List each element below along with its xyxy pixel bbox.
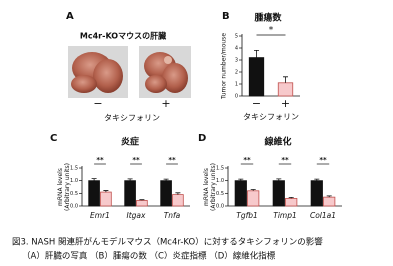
x-axis-label: タキシフォリン bbox=[243, 113, 299, 122]
y-axis-label: (Arbitrary units) bbox=[64, 163, 71, 211]
significance-label: ** bbox=[132, 156, 140, 164]
y-tick-label: 1.5 bbox=[216, 166, 224, 172]
y-tick-label: 5 bbox=[235, 34, 238, 40]
condition-label: + bbox=[161, 97, 170, 110]
bar bbox=[88, 180, 100, 207]
x-tick-label: Tnfa bbox=[164, 211, 181, 220]
caption: （A）肝臓の写真 （B）腫瘍の数 （C）炎症指標 （D）線維化指標 bbox=[22, 251, 276, 262]
significance-label: ** bbox=[96, 156, 104, 164]
error-bar bbox=[283, 76, 288, 83]
error-bar bbox=[139, 199, 145, 201]
chart-title: 線維化 bbox=[264, 136, 291, 148]
bar bbox=[172, 194, 184, 207]
significance-label: * bbox=[269, 26, 274, 36]
x-label: タキシフォリン bbox=[104, 114, 160, 123]
error-bar bbox=[238, 178, 244, 181]
y-tick-label: 4 bbox=[235, 46, 238, 52]
bar bbox=[285, 197, 298, 207]
y-tick-label: 0.0 bbox=[70, 204, 78, 210]
x-tick-label: − bbox=[252, 97, 261, 110]
chart-title: 炎症 bbox=[121, 136, 139, 148]
bar bbox=[277, 82, 294, 97]
panel-title: Mc4r-KOマウスの肝臓 bbox=[80, 31, 166, 41]
y-axis-label: Tumor number/mouse bbox=[221, 33, 228, 100]
y-axis-label: mRNA levels bbox=[203, 168, 210, 206]
error-bar bbox=[127, 178, 133, 181]
y-tick-label: 0.5 bbox=[70, 191, 78, 197]
x-tick-label: Timp1 bbox=[273, 211, 297, 220]
bar bbox=[248, 57, 265, 97]
x-tick-label: + bbox=[281, 97, 290, 110]
error-bar bbox=[163, 178, 169, 181]
bar bbox=[234, 180, 247, 207]
bar bbox=[160, 180, 172, 207]
bar bbox=[124, 180, 136, 207]
x-tick-label: Tgfb1 bbox=[236, 211, 258, 220]
x-tick-label: Itgax bbox=[127, 211, 147, 220]
chart-title: 腫瘍数 bbox=[254, 12, 282, 24]
caption: 図3. NASH 関連肝がんモデルマウス（Mc4r-KO）に対するタキシフォリン… bbox=[12, 237, 323, 248]
error-bar bbox=[254, 50, 259, 58]
y-tick-label: 0 bbox=[235, 94, 238, 100]
bar bbox=[323, 196, 336, 207]
error-bar bbox=[326, 195, 332, 198]
bar bbox=[310, 180, 323, 207]
error-bar bbox=[91, 178, 97, 181]
panel-label: B bbox=[222, 11, 230, 22]
significance-label: ** bbox=[319, 156, 327, 164]
y-tick-label: 1.0 bbox=[70, 178, 78, 184]
x-tick-label: Emr1 bbox=[90, 211, 110, 220]
condition-label: − bbox=[93, 97, 102, 110]
y-axis-label: mRNA levels bbox=[57, 168, 64, 206]
y-tick-label: 0.0 bbox=[216, 204, 224, 210]
y-tick-label: 3 bbox=[235, 58, 238, 64]
error-bar bbox=[276, 178, 282, 181]
y-tick-label: 1.0 bbox=[216, 178, 224, 184]
error-bar bbox=[175, 192, 181, 195]
bar bbox=[247, 190, 260, 207]
bar bbox=[100, 191, 112, 207]
liver-photo bbox=[68, 46, 128, 98]
panel-label: A bbox=[66, 11, 74, 22]
y-tick-label: 1.5 bbox=[70, 166, 78, 172]
bar bbox=[136, 200, 148, 207]
panel-label: D bbox=[198, 133, 206, 144]
y-tick-label: 1 bbox=[235, 82, 238, 88]
significance-label: ** bbox=[281, 156, 289, 164]
y-tick-label: 0.5 bbox=[216, 191, 224, 197]
significance-label: ** bbox=[168, 156, 176, 164]
error-bar bbox=[314, 178, 320, 181]
error-bar bbox=[250, 189, 256, 191]
error-bar bbox=[103, 190, 109, 193]
y-tick-label: 2 bbox=[235, 70, 238, 76]
x-tick-label: Col1a1 bbox=[310, 211, 336, 220]
panel-label: C bbox=[50, 133, 57, 144]
liver-photo bbox=[139, 46, 191, 98]
bar bbox=[272, 180, 285, 207]
significance-label: ** bbox=[243, 156, 251, 164]
error-bar bbox=[288, 196, 294, 199]
y-axis-label: (Arbitrary units) bbox=[210, 163, 217, 211]
